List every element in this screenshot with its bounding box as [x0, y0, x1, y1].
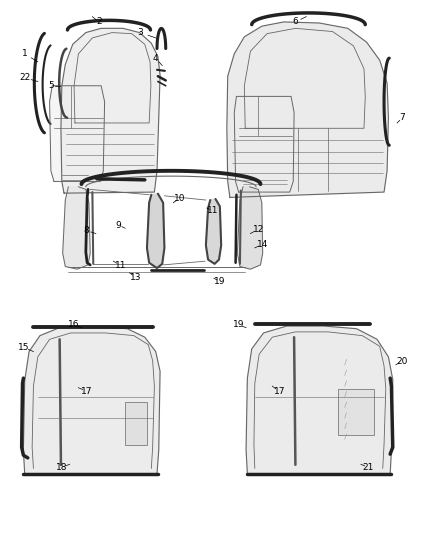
Text: 12: 12: [253, 225, 264, 234]
Polygon shape: [206, 199, 221, 264]
Text: 2: 2: [96, 18, 102, 27]
Polygon shape: [234, 96, 294, 192]
Text: 11: 11: [115, 261, 127, 270]
Text: 8: 8: [83, 226, 89, 235]
Text: 10: 10: [174, 194, 185, 203]
Polygon shape: [23, 327, 160, 474]
Polygon shape: [147, 193, 164, 268]
Text: 13: 13: [130, 273, 142, 281]
Text: 16: 16: [68, 320, 80, 329]
Text: 18: 18: [56, 463, 67, 472]
Text: 19: 19: [233, 320, 244, 329]
Text: 1: 1: [22, 50, 28, 58]
Circle shape: [65, 138, 85, 161]
Text: 17: 17: [273, 387, 285, 396]
Polygon shape: [61, 28, 160, 193]
Text: 22: 22: [19, 73, 30, 82]
Text: 19: 19: [214, 277, 226, 286]
Polygon shape: [237, 187, 263, 269]
Text: 21: 21: [363, 463, 374, 472]
Polygon shape: [227, 22, 389, 197]
Text: 11: 11: [207, 206, 218, 215]
Text: 4: 4: [153, 54, 159, 62]
Polygon shape: [63, 187, 90, 269]
Text: 3: 3: [138, 28, 143, 37]
Text: 5: 5: [48, 81, 54, 90]
Text: 17: 17: [81, 387, 93, 396]
Polygon shape: [246, 326, 393, 474]
Text: 15: 15: [18, 343, 29, 352]
Text: 20: 20: [397, 357, 408, 366]
Text: 7: 7: [399, 113, 405, 122]
Polygon shape: [49, 86, 105, 181]
Text: 9: 9: [116, 221, 121, 230]
Circle shape: [256, 142, 283, 173]
Text: 6: 6: [293, 18, 298, 27]
Polygon shape: [125, 402, 147, 445]
Polygon shape: [338, 389, 374, 435]
Text: 14: 14: [257, 240, 268, 249]
